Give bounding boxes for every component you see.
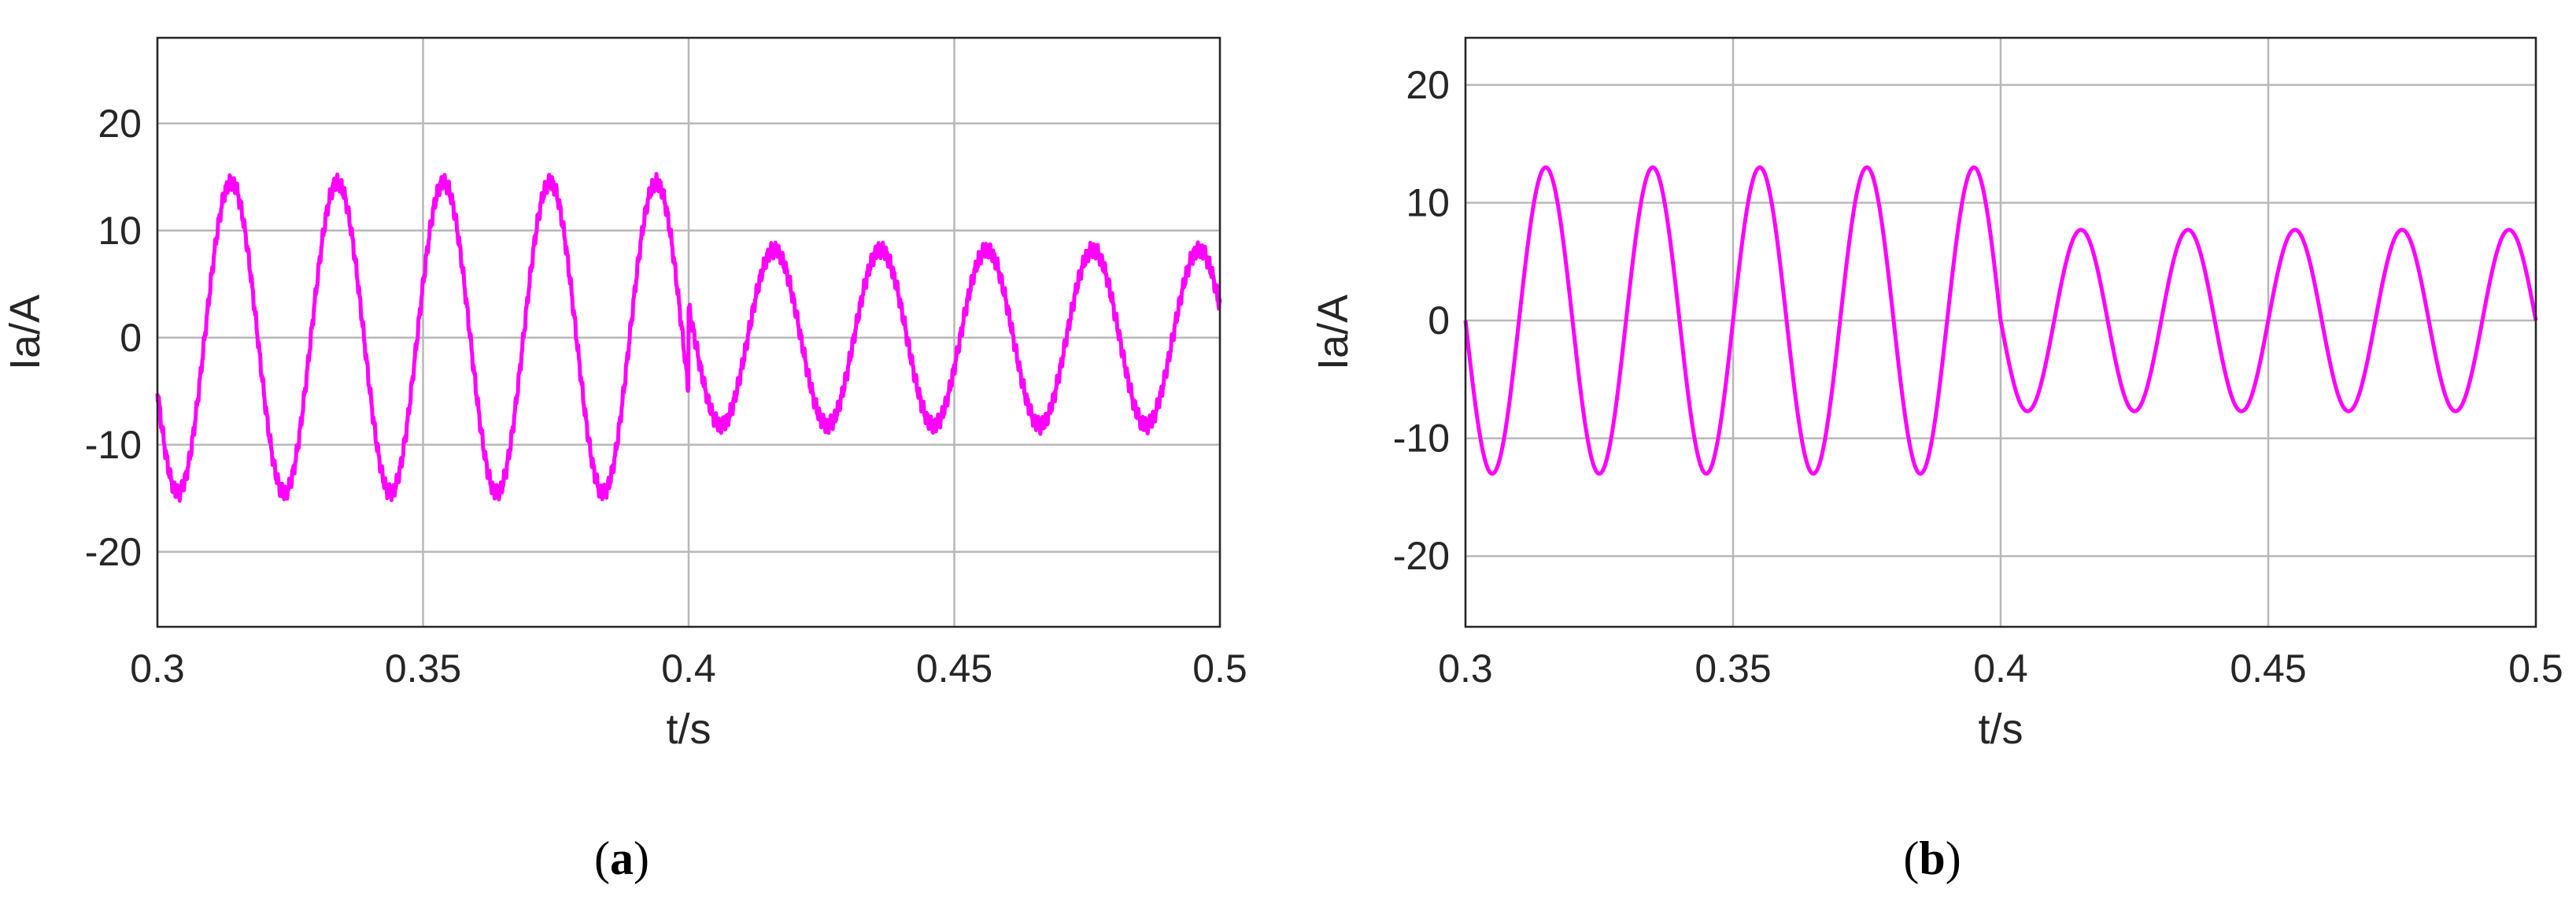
panel-a-current-line: [155, 172, 1222, 503]
panel-a-y-tick-label: 0: [120, 316, 142, 360]
panel-a-axes-box: [156, 36, 1221, 628]
panel-a-y-tick-label: 20: [98, 102, 142, 146]
panel-b-y-tick-label: -20: [1393, 534, 1450, 578]
panel-a-x-axis-label: t/s: [666, 706, 711, 753]
panel-b-x-tick-label: 0.3: [1438, 647, 1493, 691]
panel-a-x-ticks: 0.3 0.35 0.4 0.45 0.5: [130, 647, 1247, 691]
panel-b-y-tick-label: -10: [1393, 417, 1450, 461]
panel-b-x-axis-label: t/s: [1978, 706, 2023, 753]
panel-b-axes-box: [1464, 36, 2537, 628]
panel-a: 0.3 0.35 0.4 0.45 0.5 -20 -10 0 10 20 t/s Ia/A (…: [2, 36, 1247, 884]
panel-b-x-tick-label: 0.35: [1695, 647, 1771, 691]
panel-b-x-tick-label: 0.45: [2230, 647, 2306, 691]
panel-a-label-letter: a: [610, 832, 634, 884]
panel-a-x-tick-label: 0.45: [916, 647, 992, 691]
panel-a-x-tick-label: 0.5: [1192, 647, 1247, 691]
panel-b-y-ticks: -20 -10 0 10 20: [1393, 63, 1450, 578]
panel-b-y-tick-label: 20: [1406, 63, 1450, 107]
panel-a-y-axis-label: Ia/A: [2, 295, 49, 370]
panel-b-label-letter: b: [1919, 832, 1945, 884]
panel-a-x-tick-label: 0.3: [130, 647, 185, 691]
panel-a-y-tick-label: -20: [85, 530, 142, 574]
panel-b: 0.3 0.35 0.4 0.45 0.5 -20 -10 0 10 20 t/s Ia/A (…: [1310, 36, 2563, 884]
panel-a-x-tick-label: 0.4: [661, 647, 716, 691]
panel-a-y-ticks: -20 -10 0 10 20: [85, 102, 142, 574]
panel-b-x-tick-label: 0.4: [1973, 647, 2028, 691]
panel-a-y-tick-label: 10: [98, 209, 142, 253]
panel-a-x-tick-label: 0.35: [385, 647, 461, 691]
panel-b-y-axis-label: Ia/A: [1310, 295, 1357, 370]
panel-b-label: (b): [1903, 832, 1961, 884]
panel-a-y-tick-label: -10: [85, 423, 142, 467]
panel-b-current-line: [1463, 165, 2538, 476]
panel-b-y-tick-label: 0: [1428, 298, 1450, 343]
panel-a-label: (a): [594, 832, 649, 884]
panel-b-x-ticks: 0.3 0.35 0.4 0.45 0.5: [1438, 647, 2563, 691]
panel-b-x-tick-label: 0.5: [2508, 647, 2563, 691]
panel-b-y-tick-label: 10: [1406, 180, 1450, 224]
